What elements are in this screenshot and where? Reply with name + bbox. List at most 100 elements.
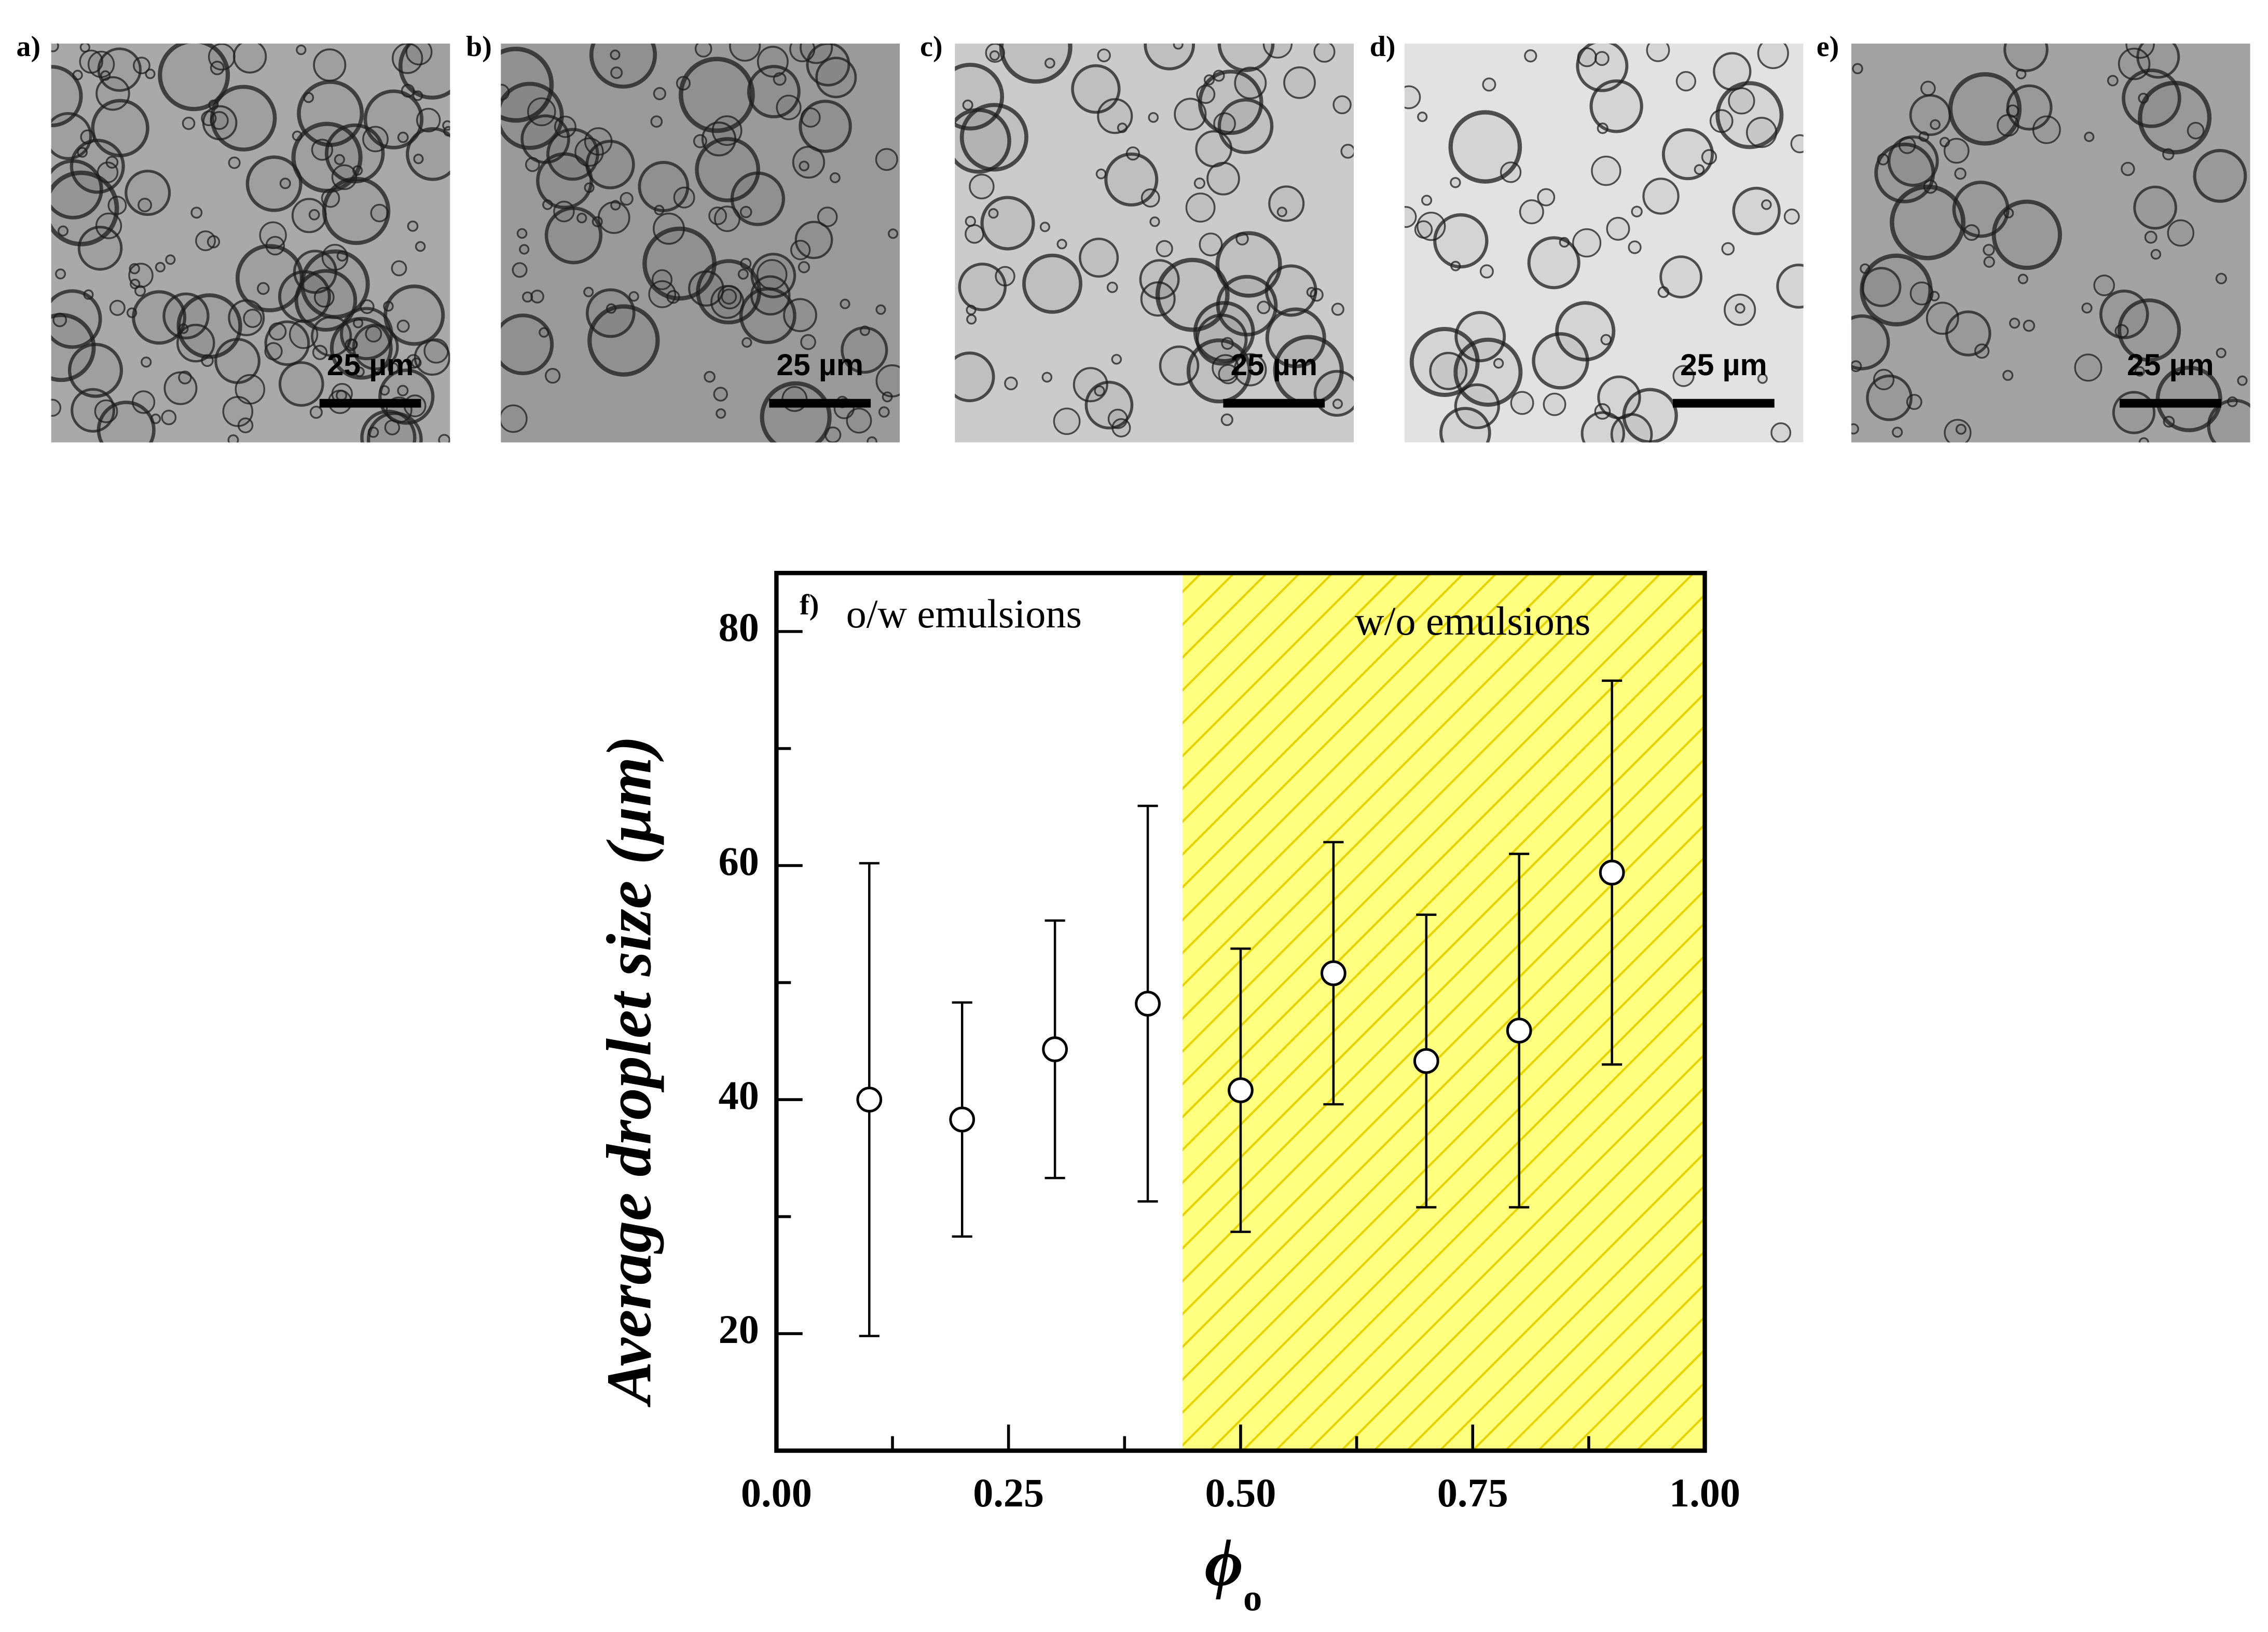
droplet (1234, 66, 1267, 100)
droplet (1173, 43, 1184, 50)
droplet (383, 300, 394, 312)
droplet (313, 48, 347, 82)
droplet (867, 436, 877, 443)
droplet (1139, 259, 1180, 300)
droplet (806, 43, 850, 87)
droplet (1185, 193, 1216, 223)
x-tick-label: 0.75 (1437, 1470, 1508, 1515)
droplet (1265, 307, 1326, 368)
droplet (1039, 222, 1050, 232)
droplet (165, 254, 176, 265)
droplet (1268, 185, 1305, 222)
droplet (1591, 155, 1621, 186)
marker (1321, 960, 1346, 986)
droplet (1852, 63, 1863, 75)
droplet (739, 205, 752, 218)
droplet (1206, 161, 1240, 196)
droplet (387, 362, 399, 374)
droplet (1589, 79, 1643, 133)
droplet (730, 171, 786, 226)
micrographs: a) 25 µm b) 25 µm c) 25 µm d) 25 µm e) 25 µm (17, 31, 2250, 443)
droplet (638, 161, 690, 212)
droplet (308, 209, 320, 221)
droplet (792, 145, 826, 179)
droplet (620, 191, 634, 206)
droplet (109, 299, 126, 316)
micrograph (1404, 43, 1804, 443)
droplet (776, 94, 802, 120)
droplet (989, 50, 1000, 61)
droplet (1628, 240, 1642, 254)
droplet (329, 317, 393, 380)
droplet (1331, 303, 1344, 316)
droplet (2193, 149, 2247, 203)
droplet (384, 419, 401, 435)
droplet (232, 43, 267, 74)
droplet (391, 260, 407, 277)
droplet (653, 87, 666, 101)
droplet (798, 261, 810, 273)
droplet (51, 43, 59, 52)
droplet (955, 351, 995, 403)
droplet (642, 226, 717, 301)
droplet (1104, 152, 1159, 207)
droplet (1493, 358, 1504, 369)
droplet (1022, 253, 1083, 314)
droplet (829, 172, 841, 183)
droplet (2084, 131, 2095, 142)
droplet (1421, 195, 1433, 206)
droplet (176, 323, 215, 363)
scale-bar-label: 25 µm (1680, 348, 1767, 382)
droplet (1642, 177, 1680, 215)
droplet (398, 43, 450, 100)
droplet (162, 292, 210, 340)
droplet (406, 354, 421, 369)
droplet (405, 43, 433, 65)
droplet (1482, 77, 1496, 92)
droplet (713, 387, 728, 402)
micrograph-bg (955, 43, 1354, 443)
droplet (716, 408, 726, 419)
droplet (875, 304, 886, 315)
marker (856, 1087, 883, 1113)
droplet (87, 50, 115, 78)
droplet (2099, 290, 2149, 339)
droplet (1675, 71, 1697, 92)
micrograph (51, 43, 450, 443)
droplet (1945, 310, 1991, 356)
droplet (1193, 177, 1205, 189)
scale-bar-label: 25 µm (2127, 348, 2214, 382)
droplet (1724, 293, 1756, 326)
droplet (1094, 385, 1105, 396)
droplet (363, 89, 424, 149)
droplet (610, 49, 621, 60)
droplet (1955, 423, 1967, 435)
panel-label: a) (17, 31, 41, 63)
droplet (397, 131, 409, 143)
droplet (259, 221, 287, 250)
droplet (55, 268, 66, 280)
droplet (799, 100, 852, 153)
droplet (442, 120, 450, 131)
droplet (2227, 396, 2238, 407)
droplet (737, 268, 749, 280)
droplet (1313, 43, 1336, 63)
panel-label: b) (466, 31, 492, 63)
droplet (155, 262, 166, 272)
droplet (1920, 80, 1936, 97)
droplet (150, 413, 161, 424)
marker (1042, 1036, 1068, 1062)
droplet (228, 156, 241, 169)
droplet (1220, 413, 1233, 427)
droplet (1264, 264, 1317, 317)
droplet (1404, 85, 1421, 109)
droplet (360, 409, 417, 443)
droplet (2121, 161, 2135, 176)
droplet (1909, 94, 1951, 136)
droplet (882, 391, 893, 403)
droplet (91, 99, 149, 158)
droplet (1790, 134, 1804, 154)
droplet (237, 417, 254, 433)
droplet (1944, 419, 1972, 443)
